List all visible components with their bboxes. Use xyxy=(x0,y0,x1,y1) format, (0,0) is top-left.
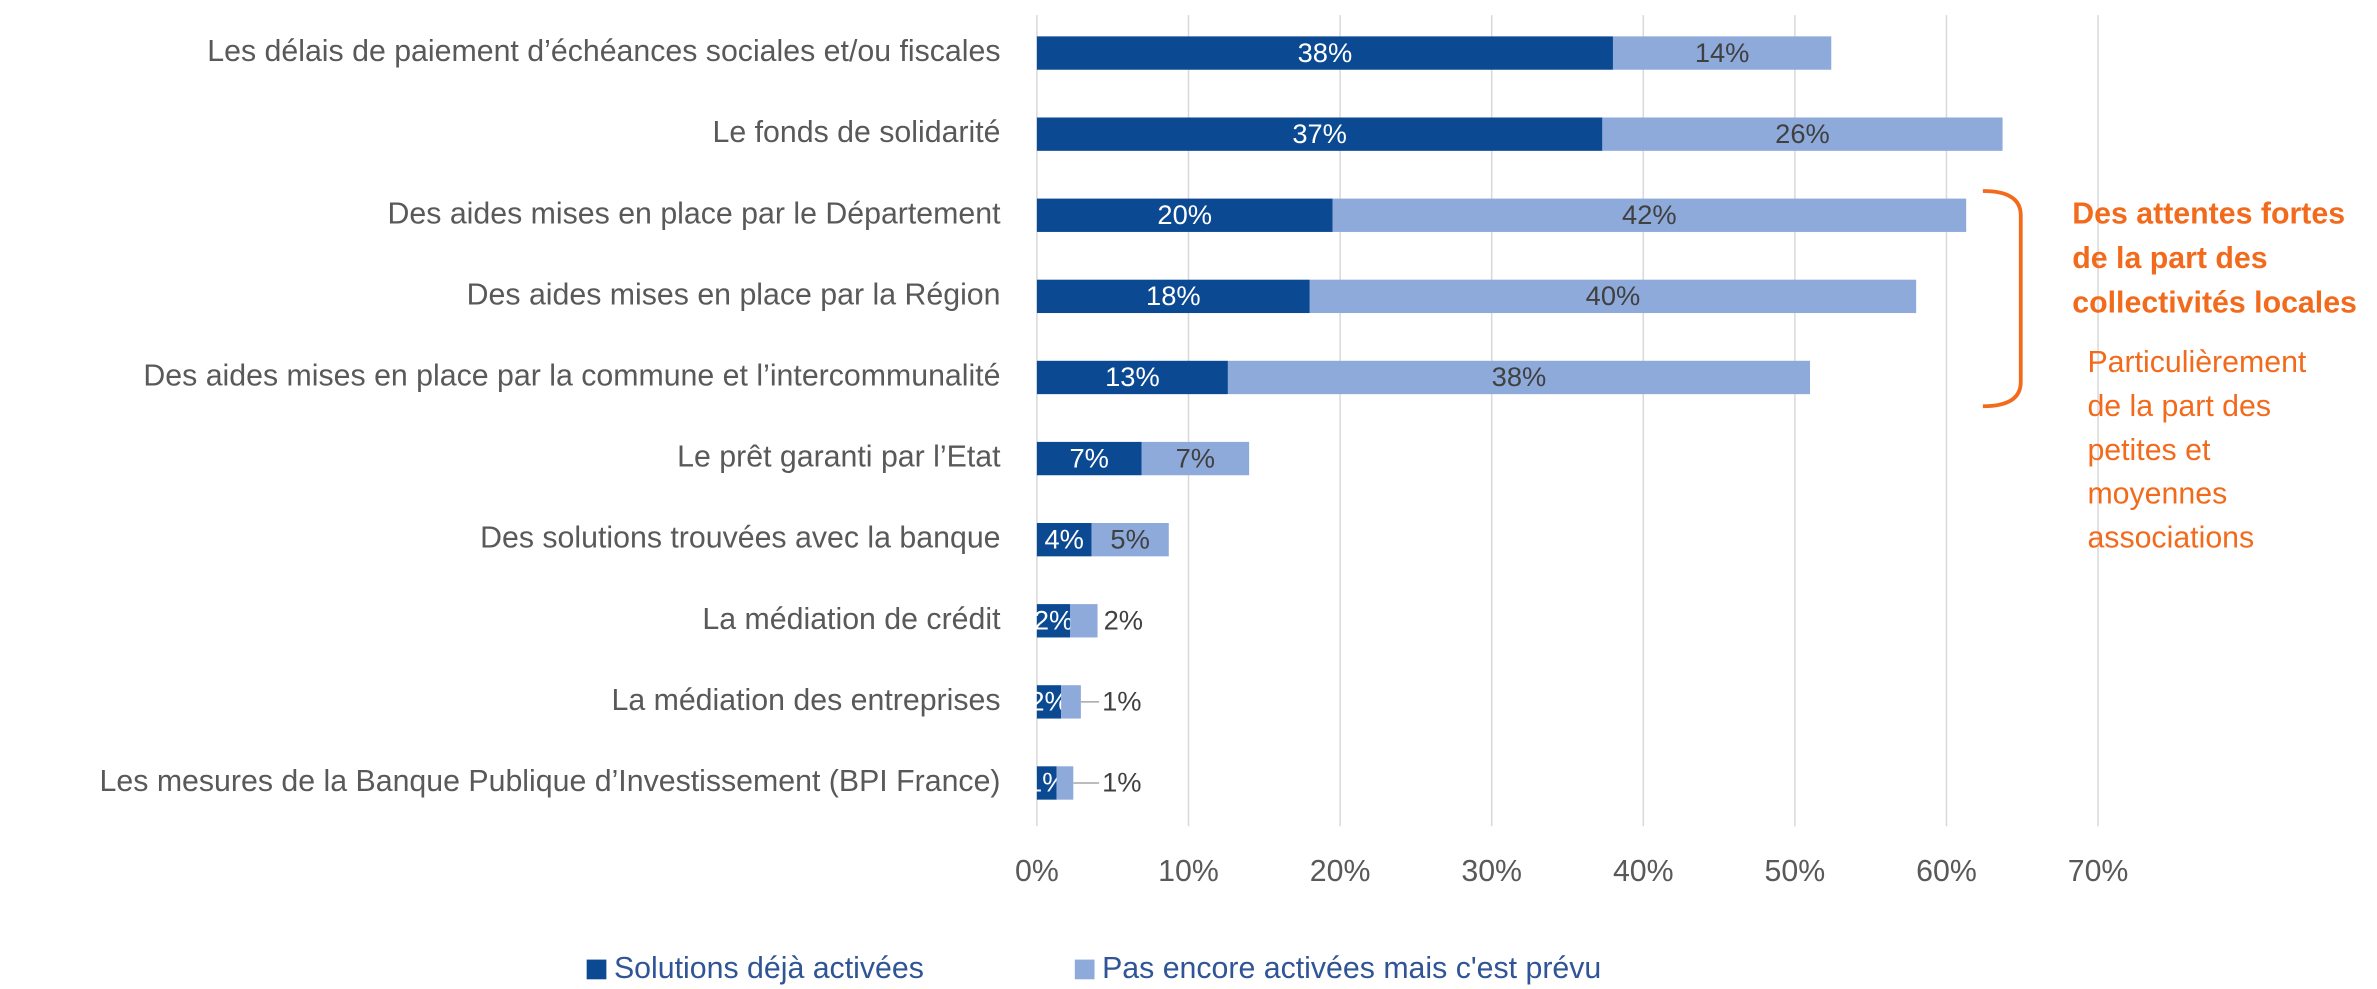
value-label: 40% xyxy=(1586,280,1641,311)
bar-segment xyxy=(1036,279,1310,314)
x-tick-label: 70% xyxy=(2068,855,2129,888)
annotation-title: collectivités locales xyxy=(2072,287,2357,320)
value-label: 37% xyxy=(1292,118,1347,149)
category-label: Les mesures de la Banque Publique d’Inve… xyxy=(100,765,1001,798)
annotation-text: de la part des xyxy=(2087,390,2271,423)
value-label: 13% xyxy=(1105,361,1160,392)
x-tick-label: 40% xyxy=(1613,855,1674,888)
value-label: 2% xyxy=(1034,604,1073,635)
value-label: 2% xyxy=(1104,604,1143,635)
bar-segment xyxy=(1036,604,1071,638)
bar-segment xyxy=(1141,441,1250,476)
value-label: 20% xyxy=(1157,199,1212,230)
bar-segment xyxy=(1061,685,1081,719)
bar-segment xyxy=(1612,36,1832,70)
annotation-text: moyennes xyxy=(2087,478,2227,511)
x-tick-label: 10% xyxy=(1158,855,1219,888)
bar-segment xyxy=(1036,766,1057,800)
x-tick-label: 30% xyxy=(1461,855,1522,888)
value-label: 7% xyxy=(1176,442,1215,473)
bar-segment xyxy=(1036,117,1603,151)
annotation-title: de la part des xyxy=(2072,242,2267,275)
value-label: 42% xyxy=(1622,199,1677,230)
legend-label: Pas encore activées mais c'est prévu xyxy=(1102,952,1601,985)
bar-segment xyxy=(1227,360,1811,395)
bar-segment xyxy=(1602,117,2003,151)
bar-segment xyxy=(1036,441,1142,476)
value-label: 26% xyxy=(1775,118,1830,149)
x-tick-label: 50% xyxy=(1765,855,1826,888)
category-label: Des aides mises en place par la commune … xyxy=(143,359,1000,392)
annotation-text: associations xyxy=(2087,522,2254,555)
annotation-text: Particulièrement xyxy=(2087,346,2306,379)
bar-segment xyxy=(1036,685,1062,719)
x-tick-label: 20% xyxy=(1310,855,1371,888)
category-label: Des aides mises en place par le Départem… xyxy=(388,197,1002,230)
annotation-title: Des attentes fortes xyxy=(2072,197,2345,230)
annotation-text: petites et xyxy=(2087,434,2211,467)
legend-swatch xyxy=(586,959,607,980)
bar-segment xyxy=(1309,279,1917,314)
bar-segment xyxy=(1056,766,1074,800)
x-tick-label: 60% xyxy=(1916,855,1977,888)
bar-segment xyxy=(1036,36,1613,70)
value-label: 7% xyxy=(1069,442,1108,473)
category-label: La médiation des entreprises xyxy=(611,684,1000,717)
bar-segment xyxy=(1036,198,1333,232)
value-label: 1% xyxy=(1102,767,1141,798)
category-label: Les délais de paiement d’échéances socia… xyxy=(207,35,1000,68)
value-label: 4% xyxy=(1044,523,1083,554)
bar-segment xyxy=(1036,360,1228,395)
bar-segment xyxy=(1332,198,1967,232)
value-label: 18% xyxy=(1146,280,1201,311)
bar-segment xyxy=(1036,522,1092,557)
category-label: Le fonds de solidarité xyxy=(713,116,1001,149)
bar-segment xyxy=(1070,604,1098,638)
value-label: 38% xyxy=(1298,37,1353,68)
value-label: 38% xyxy=(1492,361,1547,392)
category-label: Des solutions trouvées avec la banque xyxy=(480,522,1000,555)
legend-swatch xyxy=(1074,959,1095,980)
x-tick-label: 0% xyxy=(1015,855,1059,888)
value-label: 1% xyxy=(1102,686,1141,717)
category-label: La médiation de crédit xyxy=(702,603,1001,636)
value-label: 14% xyxy=(1695,37,1750,68)
category-label: Le prêt garanti par l’Etat xyxy=(677,441,1001,474)
bar-segment xyxy=(1091,522,1169,557)
legend-label: Solutions déjà activées xyxy=(614,952,924,985)
bracket xyxy=(1982,189,2023,409)
category-label: Des aides mises en place par la Région xyxy=(467,278,1001,311)
value-label: 5% xyxy=(1110,523,1149,554)
